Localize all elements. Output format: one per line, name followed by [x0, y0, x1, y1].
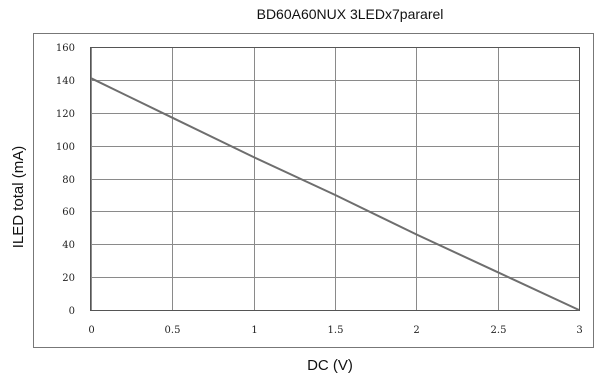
x-tick-label: 0.5: [165, 325, 181, 336]
series-line: [90, 77, 580, 311]
y-tick-label: 60: [62, 207, 75, 218]
x-tick-label: 0: [88, 325, 94, 336]
y-tick-label: 120: [56, 109, 75, 120]
y-tick-label: 80: [62, 175, 75, 186]
tick-labels: 0 0.5 1 1.5 2 2.5 3 0 20 40 60 80 100 120 140 160: [56, 43, 583, 336]
chart-outer-frame: [33, 33, 594, 348]
y-tick-label: 140: [56, 76, 75, 87]
x-tick-label: 1: [251, 325, 257, 336]
x-tick-label: 2: [413, 325, 419, 336]
x-axis-label: DC (V): [307, 357, 353, 374]
chart-title: BD60A60NUX 3LEDx7pararel: [257, 6, 444, 22]
x-tick-label: 2.5: [491, 325, 507, 336]
x-tick-label: 3: [576, 325, 582, 336]
data-series: [90, 77, 580, 311]
y-tick-label: 20: [62, 273, 75, 284]
y-tick-label: 100: [56, 142, 75, 153]
plot-area-frame: [90, 47, 580, 311]
y-tick-label: 40: [62, 240, 75, 251]
gridlines: [91, 47, 580, 311]
y-tick-label: 0: [69, 306, 75, 317]
y-tick-label: 160: [56, 43, 75, 54]
y-axis-label: ILED total (mA): [10, 146, 27, 249]
x-tick-label: 1.5: [328, 325, 344, 336]
